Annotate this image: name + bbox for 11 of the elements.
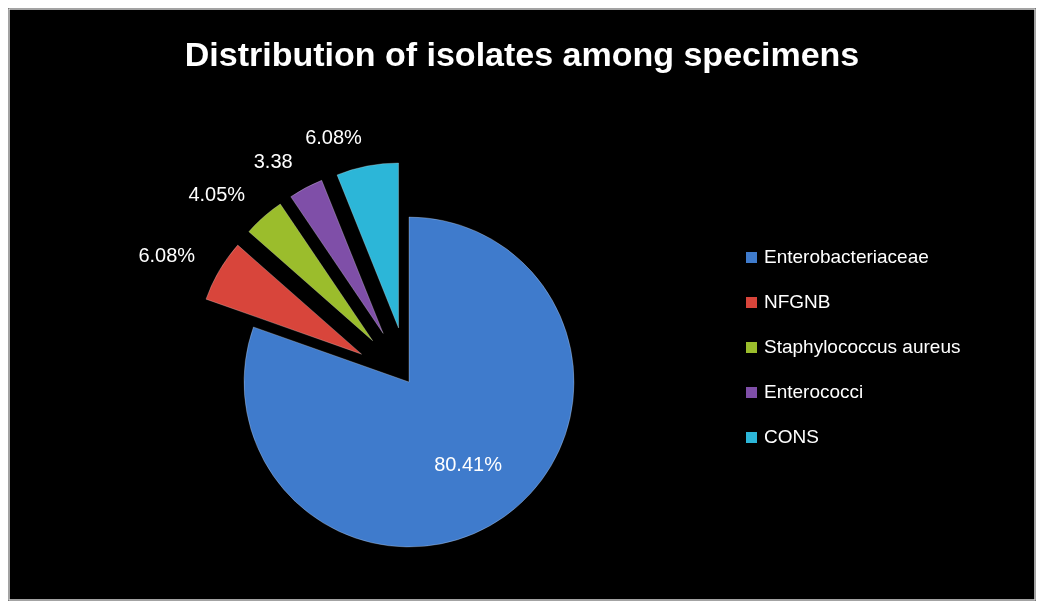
legend-label: Enterobacteriaceae [764,246,929,268]
data-label: 6.08% [138,243,196,266]
legend-label: CONS [764,426,819,448]
legend-label: Enterococci [764,381,864,403]
data-label: 3.38 [253,150,293,173]
chart-title: Distribution of isolates among specimens [184,35,860,73]
legend-label: NFGNB [764,291,831,313]
data-label: 80.41% [434,452,503,475]
legend-label: Staphylococcus aureus [764,336,961,358]
data-label: 4.05% [188,183,246,206]
data-label: 6.08% [305,125,363,148]
